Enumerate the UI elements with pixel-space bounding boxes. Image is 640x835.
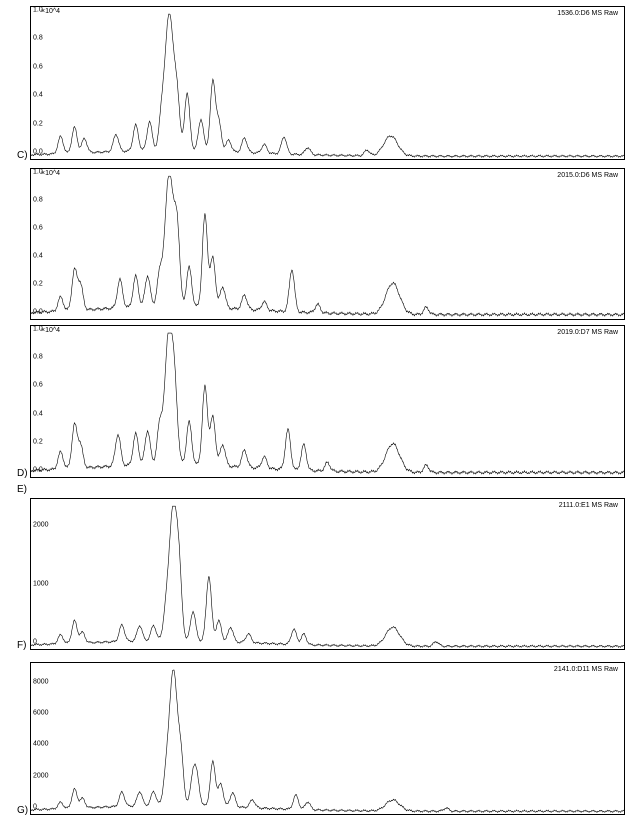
plot-area: 2015.0:D6 MS Raw×10^40.00.20.40.60.81.0 <box>30 168 625 320</box>
panel-panel-middle: Intens. [a.u.]2015.0:D6 MS Raw×10^40.00.… <box>30 168 625 320</box>
spectrum-trace <box>31 7 624 160</box>
spectrum-trace <box>31 663 624 815</box>
panel-letter-after: F) <box>17 640 26 651</box>
spectrum-trace <box>31 326 624 478</box>
plot-area: 2111.0:E1 MS Raw010002000 <box>30 498 625 650</box>
panel-panel-c: Intens. [a.u.]1536.0:D6 MS Raw×10^40.00.… <box>30 6 625 160</box>
figure-page: Intens. [a.u.]1536.0:D6 MS Raw×10^40.00.… <box>0 0 640 835</box>
panel-letter-after: D) <box>17 468 28 479</box>
panel-panel-d: Intens. [a.u.]2019.0:D7 MS Raw×10^40.00.… <box>30 325 625 478</box>
plot-area: 2141.0:D11 MS Raw02000400060008000 <box>30 662 625 815</box>
panel-letter-before: E) <box>17 484 27 495</box>
spectrum-trace <box>31 499 624 650</box>
panel-panel-e-f: Intens. [a.u.]2111.0:E1 MS Raw010002000E… <box>30 498 625 650</box>
panel-letter-after: C) <box>17 150 28 161</box>
panel-panel-g: Intens. [a.u.]2141.0:D11 MS Raw020004000… <box>30 662 625 815</box>
plot-area: 1536.0:D6 MS Raw×10^40.00.20.40.60.81.0 <box>30 6 625 160</box>
plot-area: 2019.0:D7 MS Raw×10^40.00.20.40.60.81.0 <box>30 325 625 478</box>
panel-letter-after: G) <box>17 805 28 816</box>
spectrum-trace <box>31 169 624 320</box>
